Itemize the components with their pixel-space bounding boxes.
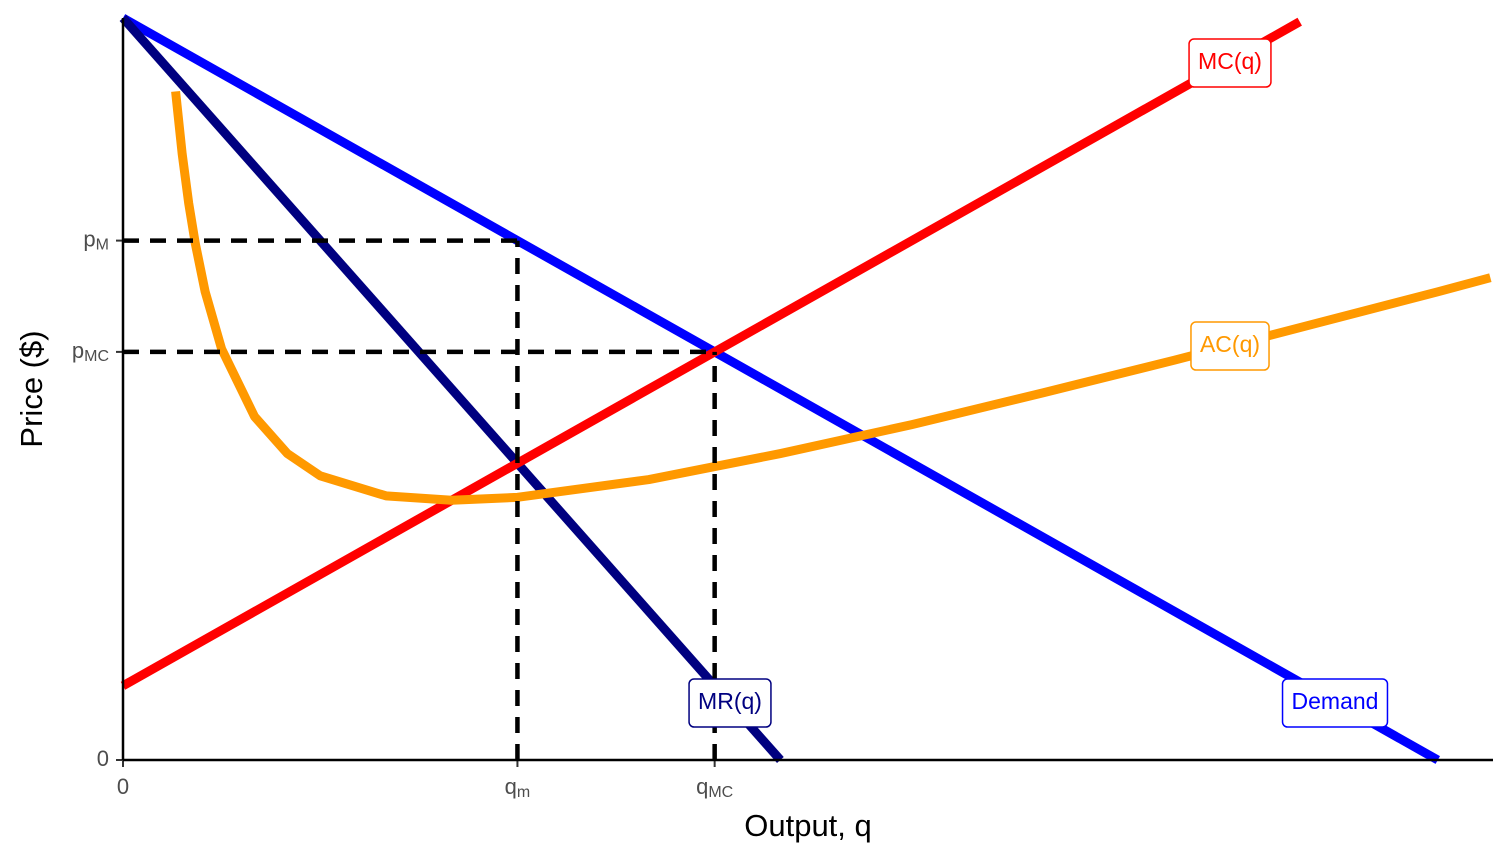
curve-label: Demand <box>1292 688 1379 714</box>
curve <box>171 90 1492 505</box>
curve-label-box <box>1188 38 1272 88</box>
x-tick-label: 0 <box>117 774 129 799</box>
y-tick-label: pMC <box>72 338 109 365</box>
tick-label-main: p <box>83 226 95 251</box>
tick-label-main: q <box>505 774 517 799</box>
curve-label-box <box>688 678 772 728</box>
y-axis-title: Price ($) <box>14 330 49 447</box>
curve-label: AC(q) <box>1200 331 1260 357</box>
curve <box>120 17 1302 690</box>
x-tick-label: qMC <box>696 774 733 801</box>
tick-label-sub: MC <box>708 784 733 801</box>
x-tick-label: qm <box>505 774 531 801</box>
tick-label-sub: MC <box>84 348 109 365</box>
y-tick-label: 0 <box>97 746 109 771</box>
curve-label: MC(q) <box>1198 48 1262 74</box>
tick-label-sub: M <box>96 237 109 254</box>
curve-label-box <box>1281 678 1389 728</box>
y-tick-label: pM <box>83 226 109 253</box>
x-axis-title: Output, q <box>744 808 872 843</box>
tick-label-sub: m <box>517 784 530 801</box>
tick-label-main: p <box>72 338 84 363</box>
curve <box>119 15 784 763</box>
curve-label-box <box>1190 321 1270 371</box>
curve-label: MR(q) <box>698 688 762 714</box>
tick-label-main: q <box>696 774 708 799</box>
curve <box>120 14 1440 764</box>
